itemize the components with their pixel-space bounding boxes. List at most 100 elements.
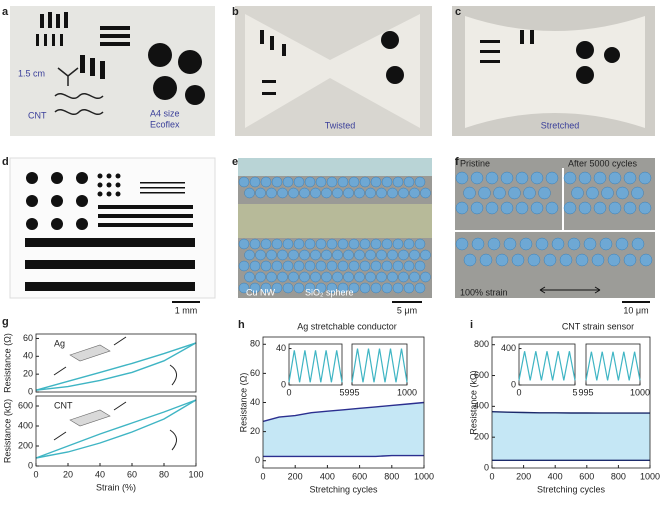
sphere — [601, 186, 614, 200]
strain-arrow — [539, 286, 601, 294]
x-tick-label: 1000 — [630, 387, 650, 397]
panel-letter: d — [2, 156, 9, 168]
sphere — [563, 201, 577, 215]
sphere — [479, 253, 493, 267]
y-axis-label: Resistance (Ω) — [238, 373, 248, 433]
series-line — [263, 454, 424, 458]
x-tick-label: 995 — [344, 387, 359, 397]
sphere — [332, 187, 343, 199]
photo-label: 10 μm — [623, 305, 648, 315]
x-axis-label: Strain (%) — [96, 482, 136, 492]
sphere — [420, 271, 431, 283]
photo-label: Twisted — [325, 120, 356, 130]
x-tick-label: 0 — [516, 387, 521, 397]
series-line — [262, 401, 425, 423]
sphere — [530, 171, 544, 185]
sphere — [503, 237, 517, 251]
sphere — [293, 238, 305, 250]
x-tick-label: 400 — [548, 471, 563, 481]
y-tick-label: 60 — [23, 333, 33, 343]
sphere — [304, 238, 316, 250]
x-tick-label: 5 — [572, 387, 577, 397]
sphere — [249, 238, 261, 250]
photo-label: 1.5 cm — [18, 68, 45, 78]
y-tick-label: 60 — [250, 368, 260, 378]
y-tick-label: 600 — [474, 370, 489, 380]
sphere — [266, 187, 277, 199]
x-tick-label: 1000 — [397, 387, 417, 397]
photo-label: CNT — [28, 110, 47, 120]
sphere — [420, 187, 431, 199]
sphere — [365, 249, 376, 261]
sphere — [348, 260, 360, 272]
y-tick-label: 400 — [18, 420, 33, 430]
scale-bar — [622, 301, 650, 303]
x-tick-label: 200 — [288, 471, 303, 481]
sphere — [365, 271, 376, 283]
device-sketch — [69, 409, 111, 427]
y-tick-label: 0 — [28, 386, 33, 396]
sphere — [578, 171, 592, 185]
sphere — [403, 260, 415, 272]
sphere — [638, 201, 652, 215]
sphere — [249, 260, 261, 272]
band-fill — [492, 411, 650, 461]
sphere — [455, 237, 469, 251]
sphere — [414, 260, 426, 272]
y-tick-label: 0 — [28, 460, 33, 470]
sphere — [381, 238, 393, 250]
sphere — [348, 238, 360, 250]
sphere — [315, 176, 327, 188]
sphere — [409, 249, 420, 261]
sphere — [238, 282, 250, 294]
sphere — [310, 271, 321, 283]
y-axis-label: Resistance (kΩ) — [2, 399, 12, 463]
x-axis-label: Stretching cycles — [537, 484, 606, 494]
sphere — [599, 237, 613, 251]
sphere — [387, 271, 398, 283]
y-tick-label: 0 — [255, 455, 260, 465]
sphere — [282, 176, 294, 188]
sphere — [420, 249, 431, 261]
sphere — [337, 238, 349, 250]
sphere — [266, 271, 277, 283]
inset-line — [351, 348, 408, 383]
sphere — [381, 260, 393, 272]
inset-line — [585, 351, 641, 381]
sphere — [392, 282, 404, 294]
band-fill — [263, 402, 424, 457]
sphere — [608, 171, 622, 185]
photo-f: f Pristine After 5000 cycles 100% strain — [455, 156, 655, 298]
x-tick-label: 400 — [320, 471, 335, 481]
sphere — [463, 253, 477, 267]
sphere — [392, 176, 404, 188]
sphere — [321, 271, 332, 283]
sphere — [485, 171, 499, 185]
sphere — [376, 271, 387, 283]
sphere — [519, 237, 533, 251]
y-tick-label: 200 — [18, 440, 33, 450]
sphere — [455, 201, 469, 215]
sphere — [403, 176, 415, 188]
sphere — [511, 253, 525, 267]
sphere — [238, 260, 250, 272]
photo-label: SiO₂ sphere — [305, 287, 354, 297]
y-tick-label: 0 — [281, 379, 286, 389]
scale-label: 1 mm — [175, 305, 198, 315]
y-tick-label: 0 — [511, 379, 516, 389]
sphere — [337, 176, 349, 188]
x-tick-label: 1000 — [414, 471, 434, 481]
panel-letter: e — [232, 156, 238, 168]
sphere — [343, 187, 354, 199]
sphere — [315, 238, 327, 250]
sphere — [398, 249, 409, 261]
sphere — [387, 187, 398, 199]
sphere — [508, 186, 521, 200]
sphere — [535, 237, 549, 251]
panel-letter: h — [238, 319, 245, 331]
sphere — [370, 282, 382, 294]
x-tick-label: 995 — [578, 387, 593, 397]
x-axis-label: Stretching cycles — [309, 484, 378, 494]
photo-d: d 1 mm — [2, 156, 216, 315]
y-axis-label: Resistance (kΩ) — [468, 370, 478, 434]
